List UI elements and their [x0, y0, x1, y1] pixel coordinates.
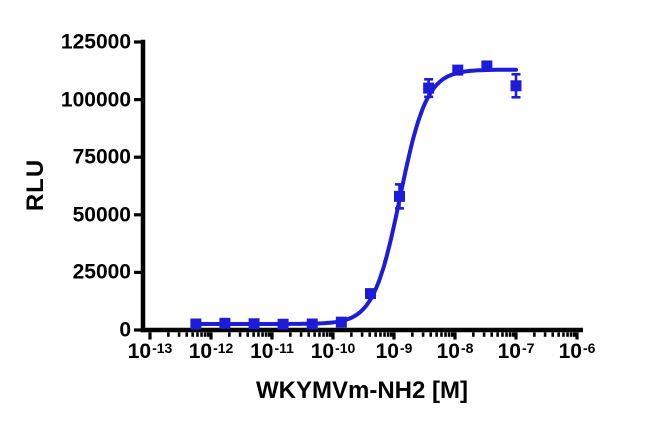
data-point-marker: [423, 82, 435, 94]
x-tick-label: 10-9: [375, 340, 413, 363]
data-point-marker: [335, 316, 347, 328]
x-tick-label: 10-7: [497, 340, 535, 363]
y-tick-label: 100000: [60, 88, 131, 112]
data-point-marker: [219, 317, 231, 329]
data-point-marker: [365, 288, 377, 300]
x-tick-label: 10-12: [188, 340, 234, 363]
data-point-marker: [248, 318, 260, 330]
x-tick-label: 10-10: [310, 340, 356, 363]
data-point-marker: [452, 64, 464, 76]
data-point-marker: [277, 318, 289, 330]
x-tick-label: 10-6: [558, 340, 596, 363]
fit-curve: [193, 67, 518, 326]
y-tick-label: 125000: [60, 30, 131, 54]
data-point-marker: [190, 318, 202, 330]
y-tick-label: 25000: [72, 260, 131, 284]
data-point-marker: [393, 190, 405, 202]
data-point-marker: [510, 80, 522, 92]
x-axis-title: WKYMVm-NH2 [M]: [256, 377, 468, 404]
y-axis-title: RLU: [22, 158, 49, 212]
y-tick-label: 0: [119, 318, 131, 342]
y-tick-label: 50000: [72, 203, 131, 227]
x-tick-label: 10-11: [250, 340, 294, 363]
y-tick-label: 75000: [72, 145, 131, 169]
x-tick-label: 10-8: [436, 340, 474, 363]
data-point-marker: [306, 318, 318, 330]
x-tick-label: 10-13: [127, 340, 173, 363]
data-point-marker: [481, 60, 493, 72]
